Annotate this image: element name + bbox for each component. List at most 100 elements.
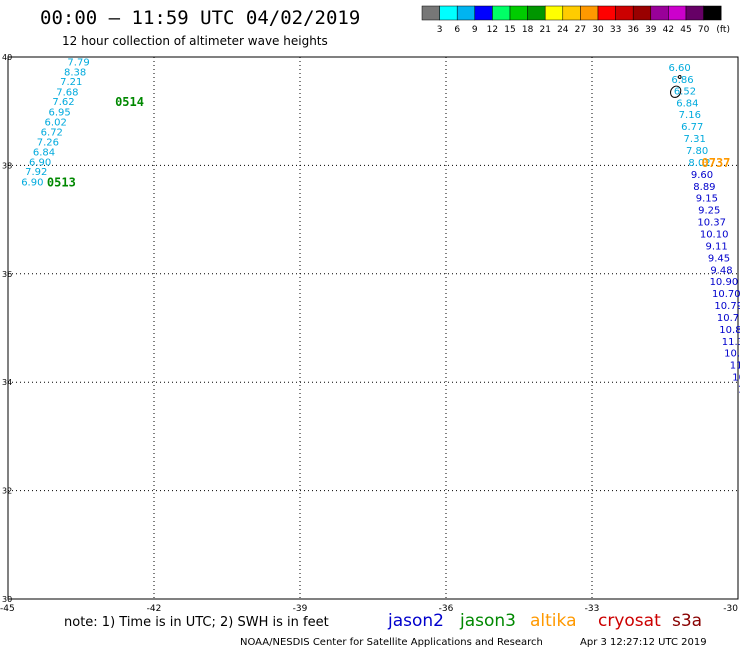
wave-height-value: 7.79 bbox=[67, 58, 89, 69]
colorbar-label: 33 bbox=[610, 25, 621, 35]
colorbar-swatch bbox=[456, 5, 476, 21]
wave-height-value: 9.45 bbox=[708, 253, 730, 264]
wave-height-value: 10.71 bbox=[717, 313, 740, 324]
colorbar-label: 18 bbox=[522, 25, 534, 35]
lon-tick-label: -45 bbox=[0, 604, 15, 614]
lon-tick-label: -39 bbox=[293, 604, 308, 614]
wave-height-value: 8.02 bbox=[688, 158, 710, 169]
wave-height-value: 10.90 bbox=[710, 277, 739, 288]
wave-height-value: 9.60 bbox=[691, 170, 713, 181]
wave-height-value: 10.37 bbox=[697, 218, 726, 229]
units-note: note: 1) Time is in UTC; 2) SWH is in fe… bbox=[64, 615, 329, 630]
wave-height-value: 6.84 bbox=[676, 98, 698, 109]
colorbar: 3 6 9 12 15 18 21 24 27 30 33 36 39 42 45 70 (ft) bbox=[421, 5, 730, 35]
lon-tick-label: -30 bbox=[723, 604, 738, 614]
wave-height-value: 6.95 bbox=[48, 108, 70, 119]
colorbar-swatch bbox=[650, 5, 669, 21]
colorbar-label: 30 bbox=[592, 25, 604, 35]
wave-height-value: 7.21 bbox=[60, 77, 82, 88]
lat-tick-label: 36 bbox=[2, 270, 12, 279]
colorbar-swatch bbox=[509, 5, 528, 21]
axis-ticks: -45 -42 -39 -36 -33 -30 40 38 36 34 32 30 bbox=[0, 53, 738, 614]
lat-tick-label: 40 bbox=[2, 53, 12, 62]
wave-height-value: 6.60 bbox=[668, 63, 690, 74]
colorbar-swatch bbox=[668, 5, 687, 21]
colorbar-label: 39 bbox=[645, 25, 657, 35]
footer-credit: NOAA/NESDIS Center for Satellite Applica… bbox=[240, 637, 543, 648]
wave-height-value: 6.52 bbox=[674, 86, 696, 97]
wave-height-value: 11.37 bbox=[722, 337, 740, 348]
wave-height-value: 10.81 bbox=[719, 325, 740, 336]
colorbar-swatch bbox=[474, 5, 493, 21]
island-shape-1 bbox=[670, 85, 682, 98]
colorbar-label: 36 bbox=[627, 25, 639, 35]
wave-height-value: 6.86 bbox=[671, 75, 693, 86]
wave-height-value: 6.02 bbox=[45, 117, 67, 128]
map-title: 00:00 – 11:59 UTC 04/02/2019 bbox=[40, 7, 360, 29]
wave-height-value: 6.77 bbox=[681, 122, 703, 133]
wave-height-value: 9.11 bbox=[705, 241, 727, 252]
colorbar-label: 70 bbox=[698, 25, 710, 35]
legend-cryosat: cryosat bbox=[598, 611, 661, 631]
wave-height-value: 7.31 bbox=[684, 134, 706, 145]
legend-altika: altika bbox=[530, 611, 577, 631]
lat-tick-label: 34 bbox=[2, 378, 12, 387]
colorbar-swatch bbox=[580, 5, 599, 21]
pass-time-labels: 0514 0513 0737 bbox=[47, 95, 730, 189]
colorbar-label: 3 bbox=[437, 25, 443, 35]
colorbar-label: 15 bbox=[504, 25, 515, 35]
pass-time-label: 0513 bbox=[47, 175, 76, 189]
colorbar-swatch bbox=[703, 5, 722, 21]
pass-time-label: 0514 bbox=[115, 95, 144, 109]
colorbar-label: 24 bbox=[557, 25, 569, 35]
wave-height-value: 7.16 bbox=[679, 110, 701, 121]
colorbar-swatch bbox=[544, 5, 564, 21]
footer-timestamp: Apr 3 12:27:12 UTC 2019 bbox=[580, 637, 707, 648]
colorbar-swatch bbox=[421, 5, 440, 21]
map-subtitle: 12 hour collection of altimeter wave hei… bbox=[62, 34, 328, 48]
wave-height-value: 7.68 bbox=[56, 87, 78, 98]
lat-tick-label: 32 bbox=[2, 487, 12, 496]
lon-tick-label: -42 bbox=[147, 604, 162, 614]
colorbar-label: 21 bbox=[539, 25, 550, 35]
lat-tick-label: 30 bbox=[2, 595, 12, 604]
colorbar-label: 42 bbox=[663, 25, 674, 35]
colorbar-label: 27 bbox=[575, 25, 586, 35]
wave-height-value: 8.38 bbox=[64, 67, 86, 78]
island-shape-2 bbox=[677, 75, 682, 79]
wave-height-value: 7.80 bbox=[686, 146, 708, 157]
plot-frame bbox=[7, 56, 739, 600]
wave-height-value: 6.90 bbox=[21, 177, 43, 188]
altimeter-tracks: 7.798.387.217.687.626.956.026.727.266.84… bbox=[21, 58, 740, 396]
wave-height-value: 10.79 bbox=[714, 301, 740, 312]
colorbar-swatch bbox=[597, 5, 616, 21]
wave-height-value: 11.4 bbox=[730, 361, 740, 372]
wave-height-value: 6.84 bbox=[33, 148, 55, 159]
grid-lines bbox=[8, 57, 738, 599]
colorbar-swatch bbox=[632, 5, 652, 21]
colorbar-label: 12 bbox=[487, 25, 498, 35]
satellite-legend: jason2 jason3 altika cryosat s3a bbox=[387, 611, 702, 631]
wave-height-value: 10.8 bbox=[732, 373, 740, 384]
lat-tick-label: 38 bbox=[2, 161, 12, 170]
wave-height-value: 8.89 bbox=[693, 182, 715, 193]
colorbar-label: (ft) bbox=[716, 25, 730, 35]
wave-height-value: 9.48 bbox=[710, 265, 732, 276]
colorbar-swatch bbox=[527, 5, 546, 21]
legend-jason2: jason2 bbox=[387, 611, 444, 631]
island-outline bbox=[670, 75, 682, 98]
legend-s3a: s3a bbox=[672, 611, 702, 631]
colorbar-swatch bbox=[562, 5, 581, 21]
wave-height-value: 10. bbox=[738, 384, 740, 395]
colorbar-swatch bbox=[439, 5, 458, 21]
wave-height-value: 9.15 bbox=[696, 194, 718, 205]
wave-height-value: 7.26 bbox=[37, 137, 59, 148]
wave-height-value: 10.70 bbox=[712, 289, 740, 300]
colorbar-swatch bbox=[685, 5, 704, 21]
wave-height-value: 7.62 bbox=[52, 97, 74, 108]
wave-height-value: 9.25 bbox=[698, 206, 720, 217]
colorbar-label: 45 bbox=[680, 25, 691, 35]
colorbar-label: 9 bbox=[472, 25, 478, 35]
